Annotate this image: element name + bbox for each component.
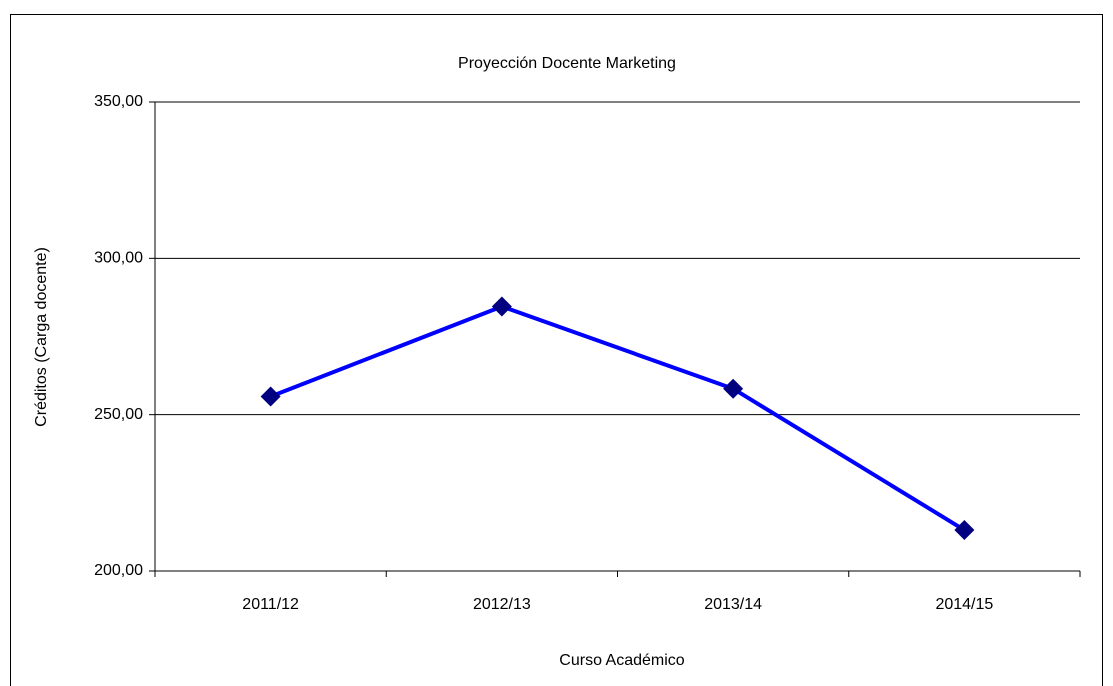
x-axis-label: Curso Académico (559, 652, 684, 669)
chart-frame (10, 14, 1103, 686)
data-line (269, 304, 966, 532)
data-marker (723, 378, 744, 399)
y-axis-label: Créditos (Carga docente) (33, 247, 50, 427)
y-tick-label: 300,00 (94, 250, 143, 267)
x-tick-label: 2012/13 (473, 596, 531, 613)
data-marker (491, 296, 512, 317)
chart-title: Proyección Docente Marketing (458, 55, 676, 72)
data-marker (954, 520, 975, 541)
x-tick-label: 2014/15 (935, 596, 993, 613)
y-tick-label: 350,00 (94, 93, 143, 110)
data-marker (260, 386, 281, 407)
x-tick-label: 2013/14 (704, 596, 762, 613)
y-tick-label: 250,00 (94, 406, 143, 423)
y-tick-label: 200,00 (94, 562, 143, 579)
x-tick-label: 2011/12 (242, 596, 299, 613)
